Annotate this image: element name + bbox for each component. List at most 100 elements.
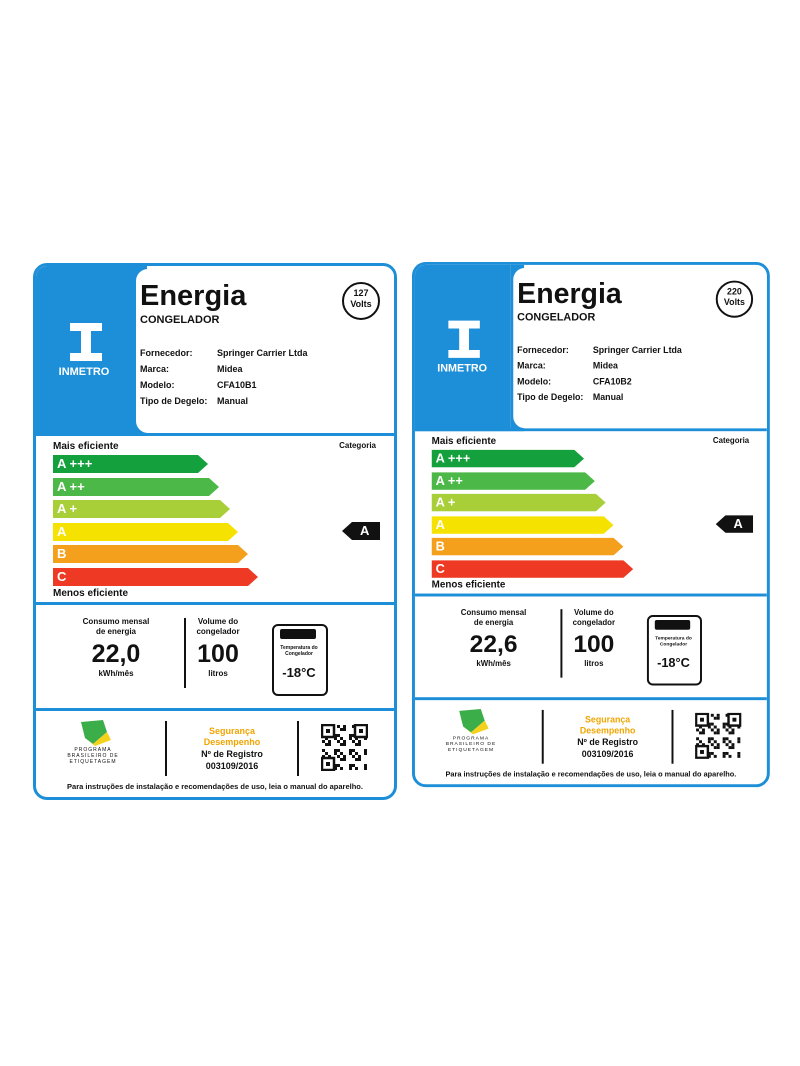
qr-module bbox=[713, 746, 717, 750]
class-label: C bbox=[57, 568, 67, 584]
volume-label: Volume do bbox=[574, 608, 614, 618]
qr-module bbox=[364, 767, 367, 770]
temperature-label: Temperatura do bbox=[655, 635, 692, 642]
field-value: Manual bbox=[592, 392, 624, 402]
qr-module bbox=[716, 731, 720, 735]
qr-module bbox=[334, 749, 337, 752]
qr-module bbox=[696, 728, 700, 732]
inmetro-logo bbox=[448, 320, 480, 358]
qr-module bbox=[364, 749, 367, 752]
qr-module bbox=[352, 749, 355, 752]
voltage-circle bbox=[342, 282, 380, 320]
qr-module bbox=[716, 713, 720, 717]
qr-module bbox=[725, 728, 729, 732]
program-logo bbox=[459, 708, 489, 735]
voltage-unit: Volts bbox=[350, 299, 372, 309]
qr-module bbox=[713, 731, 717, 735]
qr-module bbox=[710, 713, 714, 717]
qr-module bbox=[322, 740, 325, 743]
qr-finder-core bbox=[700, 717, 704, 722]
qr-module bbox=[352, 734, 355, 737]
qr-module bbox=[340, 743, 343, 746]
qr-code bbox=[695, 712, 742, 759]
field-label: Modelo: bbox=[140, 380, 175, 390]
voltage-circle bbox=[715, 280, 754, 318]
field-value: Manual bbox=[217, 396, 249, 406]
most-efficient: Mais eficiente bbox=[431, 436, 497, 447]
logo-green bbox=[81, 720, 107, 744]
title: Energia bbox=[517, 278, 622, 310]
safety: Desempenho bbox=[203, 737, 261, 747]
product: CONGELADOR bbox=[517, 311, 596, 324]
field-label: Tipo de Degelo: bbox=[140, 396, 208, 406]
category: A bbox=[733, 516, 743, 531]
program-text: BRASILEIRO DE bbox=[445, 741, 497, 748]
program-logo bbox=[81, 720, 111, 746]
class-arrow bbox=[53, 500, 230, 518]
qr-module bbox=[325, 737, 328, 740]
qr-module bbox=[710, 743, 714, 747]
qr-module bbox=[725, 743, 729, 747]
voltage: 220 bbox=[727, 286, 742, 297]
qr-finder-core bbox=[700, 750, 704, 754]
qr-module bbox=[728, 740, 732, 744]
qr-module bbox=[722, 751, 726, 755]
qr-module bbox=[358, 743, 361, 746]
field-value: Midea bbox=[217, 364, 243, 374]
qr-module bbox=[364, 737, 367, 740]
qr-module bbox=[352, 755, 355, 758]
field-value: Springer Carrier Ltda bbox=[592, 345, 682, 355]
consumption-label: de energia bbox=[473, 617, 514, 627]
qr-module bbox=[722, 737, 726, 741]
qr-module bbox=[707, 737, 711, 741]
qr-module bbox=[716, 743, 720, 747]
class-arrow bbox=[53, 545, 248, 563]
energy-label: INMETRO Energia CONGELADOR 220 Volts Forneced… bbox=[412, 262, 770, 788]
program-text: ETIQUETAGEM bbox=[447, 747, 495, 753]
field-value: CFA10B2 bbox=[592, 376, 632, 387]
qr-module bbox=[340, 767, 343, 770]
qr-module bbox=[716, 716, 720, 720]
volume-unit: litros bbox=[584, 659, 604, 668]
qr-module bbox=[343, 728, 346, 731]
qr-module bbox=[355, 758, 358, 761]
thermo-box bbox=[646, 615, 702, 686]
class-label: A + bbox=[435, 494, 456, 510]
separator bbox=[184, 618, 186, 688]
qr-module bbox=[349, 737, 352, 740]
qr-finder-core bbox=[326, 729, 330, 733]
class-label: A bbox=[435, 516, 445, 532]
class-bar bbox=[53, 500, 230, 518]
consumption-label: Consumo mensal bbox=[82, 617, 150, 626]
qr-module bbox=[364, 752, 367, 755]
qr-module bbox=[337, 740, 340, 743]
volume-label: congelador bbox=[196, 627, 240, 636]
qr-module bbox=[322, 755, 325, 758]
field-label: Tipo de Degelo: bbox=[517, 392, 584, 402]
qr-module bbox=[710, 751, 714, 755]
program-text: PROGRAMA bbox=[74, 747, 112, 753]
qr-module bbox=[722, 725, 726, 729]
category: A bbox=[360, 523, 370, 538]
logo-yellow bbox=[85, 732, 111, 746]
qr-module bbox=[731, 746, 735, 750]
qr-module bbox=[352, 725, 355, 728]
qr-module bbox=[725, 737, 729, 741]
qr-module bbox=[349, 764, 352, 767]
qr-module bbox=[334, 764, 337, 767]
consumption-unit: kWh/mês bbox=[476, 659, 511, 668]
consumption-label: de energia bbox=[95, 627, 137, 636]
class-label: B bbox=[57, 546, 67, 561]
qr-module bbox=[710, 737, 714, 741]
qr-module bbox=[340, 752, 343, 755]
safety: Segurança bbox=[208, 726, 256, 736]
qr-module bbox=[713, 716, 717, 720]
qr-code bbox=[321, 724, 368, 771]
class-bar bbox=[431, 537, 624, 556]
registry: 003109/2016 bbox=[581, 749, 634, 759]
qr-module bbox=[337, 755, 340, 758]
category-arrow bbox=[342, 522, 380, 540]
qr-module bbox=[713, 754, 717, 758]
qr-module bbox=[725, 751, 729, 755]
